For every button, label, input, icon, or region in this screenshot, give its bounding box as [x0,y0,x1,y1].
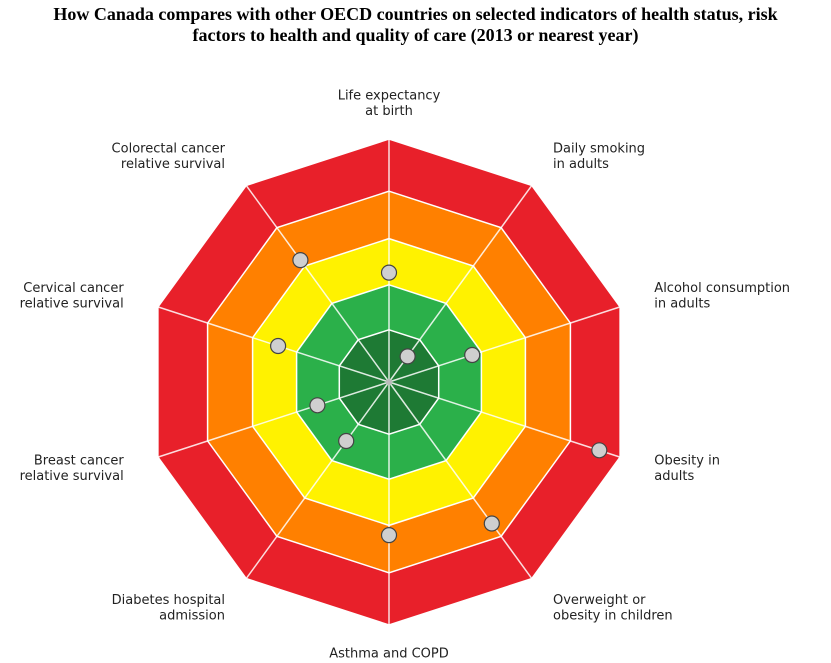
axis-label-line: hospital admission [328,662,449,663]
axis-spoke [388,306,621,383]
axis-label-line: Overweight or [553,593,646,608]
axis-label-line: Daily smoking [553,142,645,157]
chart-center [386,379,392,385]
axis-label: Obesity in adults [654,454,720,485]
axis-label-line: Colorectal cancer [112,142,226,157]
axis-label-line: Alcohol consumption [654,281,790,296]
axis-label: Life expectancy at birth [338,88,441,119]
data-point [483,515,500,532]
axis-label: Alcohol consumption in adults [654,281,790,312]
data-point [380,264,398,281]
data-point [399,348,416,365]
data-point [338,432,355,450]
chart-title-line-2: factors to health and quality of care (2… [192,25,639,45]
axis-label-line: adults [654,469,694,484]
data-point [270,337,287,355]
axis-spokes [157,139,621,625]
chart-title: How Canada compares with other OECD coun… [0,4,831,46]
data-point [380,526,398,544]
axis-label-line: relative survival [20,297,124,312]
axis-label-line: Life expectancy [338,88,441,103]
data-point [292,252,309,269]
axis-label-line: obesity in children [553,609,673,624]
axis-spoke [388,381,621,458]
axis-label-line: Diabetes hospital [112,593,225,608]
axis-spoke [245,184,390,383]
axis-label-line: Asthma and COPD [329,646,449,661]
axis-spoke [388,184,533,383]
axis-spoke [157,381,390,458]
axis-label: Overweight or obesity in children [553,593,673,624]
axis-label: Asthma and COPDhospital admission [328,646,449,663]
axis-spoke [388,381,533,580]
axis-label-line: admission [159,609,225,624]
data-markers [270,252,608,544]
axis-label: Colorectal cancer relative survival [112,142,226,173]
axis-spoke [245,381,390,580]
axis-label-line: Obesity in [654,454,720,469]
axis-label-line: Cervical cancer [23,281,124,296]
data-point [591,442,608,459]
axis-label-line: in adults [553,157,609,172]
axis-label: Daily smoking in adults [553,142,645,173]
axis-label: Diabetes hospital admission [112,593,225,624]
axis-label-line: Breast cancer [34,454,124,469]
data-point [464,346,481,364]
axis-label-line: in adults [654,297,710,312]
data-point [309,397,326,414]
axis-label-line: relative survival [121,157,225,172]
axis-label: Cervical cancer relative survival [20,281,125,312]
chart-title-line-1: How Canada compares with other OECD coun… [53,4,778,24]
axis-label-line: relative survival [20,469,124,484]
axis-label: Breast cancer relative survival [20,454,125,485]
axis-label-line: at birth [365,104,413,119]
